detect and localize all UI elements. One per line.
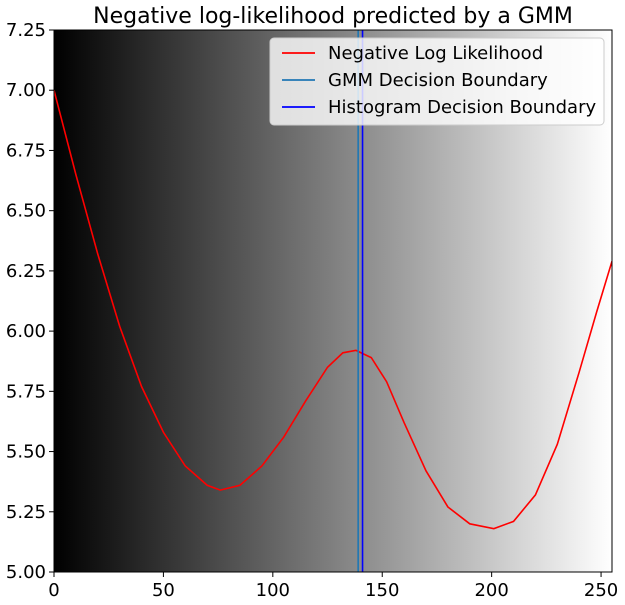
y-tick-label: 5.25 (6, 502, 46, 523)
x-tick-label: 250 (584, 580, 618, 601)
legend-label: Negative Log Likelihood (328, 43, 543, 64)
y-tick-label: 7.25 (6, 20, 46, 41)
y-axis: 5.00 5.25 5.50 5.75 6.00 6.25 6.50 6.75 7.00 7.25 (6, 20, 54, 583)
y-tick-label: 7.00 (6, 80, 46, 101)
legend: Negative Log Likelihood GMM Decision Boun… (269, 37, 605, 126)
y-tick-label: 6.50 (6, 201, 46, 222)
x-tick-label: 100 (256, 580, 290, 601)
y-tick-label: 6.75 (6, 140, 46, 161)
y-tick-label: 5.75 (6, 381, 46, 402)
x-tick-label: 0 (48, 580, 59, 601)
x-axis: 0 50 100 150 200 250 (48, 572, 618, 601)
legend-label: GMM Decision Boundary (328, 70, 548, 91)
plot-frame (53, 29, 613, 573)
legend-box (269, 37, 605, 126)
y-tick-label: 5.50 (6, 442, 46, 463)
y-tick-label: 5.00 (6, 562, 46, 583)
legend-label: Histogram Decision Boundary (328, 97, 596, 118)
y-tick-label: 6.00 (6, 321, 46, 342)
chart-title: Negative log-likelihood predicted by a G… (93, 4, 573, 29)
x-tick-label: 200 (474, 580, 508, 601)
y-tick-label: 6.25 (6, 261, 46, 282)
x-tick-label: 150 (365, 580, 399, 601)
x-tick-label: 50 (152, 580, 175, 601)
series-line-0 (54, 90, 612, 530)
